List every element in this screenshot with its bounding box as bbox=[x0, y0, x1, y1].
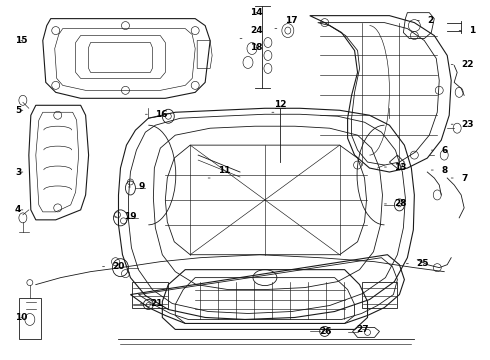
Text: 20: 20 bbox=[113, 262, 125, 271]
Text: 12: 12 bbox=[274, 100, 286, 109]
Text: 27: 27 bbox=[357, 325, 369, 334]
Text: 5: 5 bbox=[15, 106, 21, 115]
Text: 3: 3 bbox=[15, 167, 21, 176]
Text: 18: 18 bbox=[250, 43, 263, 52]
Text: 8: 8 bbox=[441, 166, 447, 175]
Text: 21: 21 bbox=[150, 299, 163, 308]
Text: 2: 2 bbox=[427, 16, 434, 25]
Text: 16: 16 bbox=[155, 110, 168, 119]
Text: 23: 23 bbox=[461, 120, 474, 129]
Text: 24: 24 bbox=[250, 26, 263, 35]
Text: 9: 9 bbox=[138, 183, 145, 192]
Text: 10: 10 bbox=[15, 313, 27, 322]
Text: 22: 22 bbox=[461, 60, 474, 69]
Text: 7: 7 bbox=[461, 174, 467, 183]
Text: 17: 17 bbox=[285, 16, 297, 25]
Text: 6: 6 bbox=[441, 145, 447, 154]
Text: 15: 15 bbox=[15, 36, 27, 45]
Text: 28: 28 bbox=[394, 199, 407, 208]
Text: 13: 13 bbox=[394, 163, 407, 172]
Text: 1: 1 bbox=[469, 26, 475, 35]
Text: 14: 14 bbox=[250, 8, 263, 17]
Text: 26: 26 bbox=[319, 327, 332, 336]
Text: 4: 4 bbox=[15, 206, 21, 215]
Text: 19: 19 bbox=[124, 212, 137, 221]
Text: 25: 25 bbox=[416, 259, 429, 268]
Text: 11: 11 bbox=[218, 166, 231, 175]
